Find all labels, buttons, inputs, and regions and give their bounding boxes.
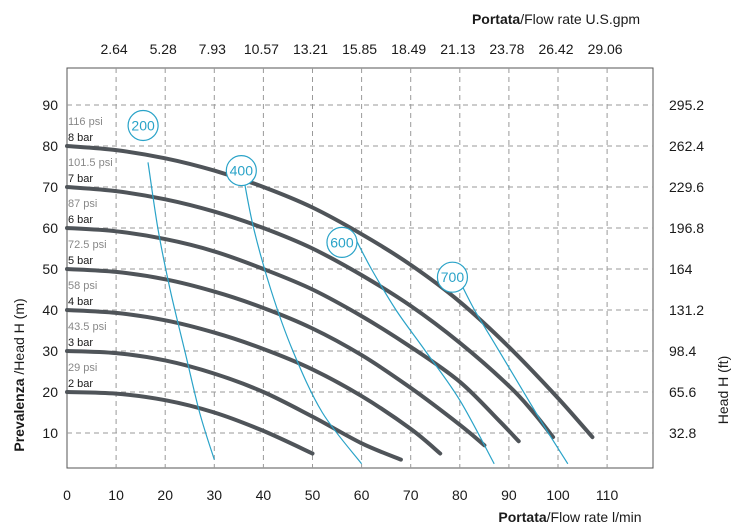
x-top-tick-label: 5.28 — [150, 41, 177, 57]
x-top-tick-label: 2.64 — [100, 41, 127, 57]
top-axis-title: Portata/Flow rate U.S.gpm — [472, 11, 640, 27]
y-tick-label: 80 — [42, 138, 58, 154]
psi-label: 101.5 psi — [68, 157, 113, 169]
bar-label: 2 bar — [68, 378, 93, 390]
consumption-curve — [147, 162, 215, 460]
y-right-tick-label: 65.6 — [669, 384, 696, 400]
consumption-curves — [147, 162, 569, 465]
y-right-tick-label: 295.2 — [669, 97, 704, 113]
top-axis-title-rest: /Flow rate U.S.gpm — [520, 11, 640, 27]
consumption-label: 200 — [131, 118, 155, 134]
consumption-curve — [459, 281, 569, 465]
y-tick-label: 30 — [42, 343, 58, 359]
bar-label: 5 bar — [68, 255, 93, 267]
x-top-tick-label: 18.49 — [391, 41, 426, 57]
y-right-tick-label: 262.4 — [669, 138, 704, 154]
top-axis-title-bold: Portata — [472, 11, 520, 27]
psi-label: 29 psi — [68, 362, 97, 374]
y-right-tick-label: 32.8 — [669, 425, 696, 441]
x-tick-label: 110 — [596, 487, 619, 503]
psi-label: 87 psi — [68, 198, 97, 210]
y-tick-label: 10 — [42, 425, 58, 441]
psi-label: 116 psi — [68, 116, 103, 128]
x-tick-label: 40 — [256, 487, 272, 503]
psi-label: 58 psi — [68, 280, 97, 292]
y-right-tick-label: 196.8 — [669, 220, 704, 236]
y-right-tick-label: 131.2 — [669, 302, 704, 318]
pressure-curve — [65, 308, 443, 456]
y-right-tick-label: 229.6 — [669, 179, 704, 195]
x-tick-label: 10 — [108, 487, 124, 503]
grid — [67, 68, 653, 468]
consumption-labels: 200 400 600 700 — [127, 109, 469, 293]
pressure-curve — [65, 267, 487, 448]
x-top-tick-label: 29.06 — [588, 41, 623, 57]
x-top-tick-labels: 2.64 5.28 7.93 10.57 13.21 15.85 18.49 21.13 23.… — [100, 41, 622, 57]
y-tick-label: 40 — [42, 302, 58, 318]
right-axis-title: Head H (ft) — [715, 356, 731, 424]
x-tick-label: 70 — [403, 487, 419, 503]
x-tick-label: 90 — [501, 487, 517, 503]
pressure-curve — [65, 390, 315, 456]
bar-label: 6 bar — [68, 214, 93, 226]
pressure-curves — [65, 144, 595, 462]
bottom-axis-title-bold: Portata — [498, 509, 546, 525]
pressure-curve — [65, 349, 403, 462]
pressure-curve — [65, 226, 521, 444]
left-axis-title: Prevalenza /Head H (m) — [11, 298, 27, 451]
x-tick-label: 100 — [546, 487, 570, 503]
x-tick-label: 80 — [452, 487, 468, 503]
pressure-labels: 29 psi 2 bar 43.5 psi 3 bar 58 psi 4 bar 72.5 … — [68, 116, 113, 390]
x-top-tick-label: 21.13 — [440, 41, 475, 57]
consumption-label-circle — [326, 226, 358, 258]
x-tick-label: 20 — [157, 487, 173, 503]
x-tick-label: 60 — [354, 487, 370, 503]
y-right-tick-labels: 32.8 65.6 98.4 131.2 164 196.8 229.6 262.4 295.2 — [669, 97, 704, 441]
y-tick-labels: 10 20 30 40 50 60 70 80 90 — [42, 97, 58, 441]
consumption-label-circle — [225, 155, 257, 187]
y-tick-label: 60 — [42, 220, 58, 236]
left-axis-title-bold: Prevalenza — [11, 378, 27, 451]
bottom-axis-title: Portata/Flow rate l/min — [498, 509, 641, 525]
x-tick-labels: 0 10 20 30 40 50 60 70 80 90 100 110 — [63, 487, 618, 503]
bottom-axis-title-rest: /Flow rate l/min — [547, 509, 642, 525]
y-tick-label: 50 — [42, 261, 58, 277]
pressure-curve — [65, 144, 595, 440]
x-tick-label: 50 — [305, 487, 321, 503]
consumption-label-circle — [436, 261, 469, 293]
x-tick-label: 0 — [63, 487, 71, 503]
x-top-tick-label: 15.85 — [342, 41, 377, 57]
bar-label: 3 bar — [68, 337, 93, 349]
psi-label: 43.5 psi — [68, 321, 107, 333]
y-tick-label: 20 — [42, 384, 58, 400]
x-tick-label: 30 — [207, 487, 223, 503]
consumption-label: 700 — [441, 269, 465, 285]
bar-label: 7 bar — [68, 173, 93, 185]
left-axis-title-rest: /Head H (m) — [11, 298, 27, 378]
consumption-curve — [353, 235, 495, 465]
y-tick-label: 90 — [42, 97, 58, 113]
x-top-tick-label: 13.21 — [293, 41, 328, 57]
x-top-tick-label: 23.78 — [489, 41, 524, 57]
x-top-tick-label: 7.93 — [199, 41, 226, 57]
x-top-tick-label: 26.42 — [538, 41, 573, 57]
bar-label: 4 bar — [68, 296, 93, 308]
bar-label: 8 bar — [68, 132, 93, 144]
psi-label: 72.5 psi — [68, 239, 107, 251]
y-tick-label: 70 — [42, 179, 58, 195]
consumption-label: 600 — [330, 234, 354, 250]
pressure-curve — [65, 185, 556, 440]
consumption-label: 400 — [230, 163, 254, 179]
consumption-curve — [243, 178, 363, 465]
y-right-tick-label: 164 — [669, 261, 693, 277]
consumption-label-circle — [127, 109, 159, 142]
y-right-tick-label: 98.4 — [669, 343, 696, 359]
x-top-tick-label: 10.57 — [244, 41, 279, 57]
